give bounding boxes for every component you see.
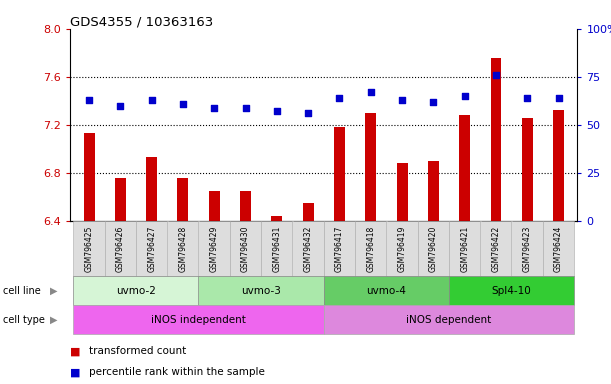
Text: iNOS dependent: iNOS dependent [406,314,492,325]
Bar [146,157,157,221]
Point [335,95,345,101]
Point [178,101,188,107]
Text: uvmo-2: uvmo-2 [116,286,156,296]
Text: ■: ■ [70,346,81,356]
Point [115,103,125,109]
Bar [491,58,502,221]
Bar [240,191,251,221]
Text: GSM796422: GSM796422 [491,225,500,272]
Text: GSM796428: GSM796428 [178,225,188,272]
Bar [302,203,313,221]
Point [147,97,156,103]
Point [84,97,94,103]
Text: GSM796426: GSM796426 [116,225,125,272]
Text: uvmo-3: uvmo-3 [241,286,281,296]
Point [241,104,251,111]
Text: GSM796427: GSM796427 [147,225,156,272]
Bar [522,118,533,221]
Text: Spl4-10: Spl4-10 [492,286,532,296]
Text: GSM796432: GSM796432 [304,225,313,272]
Text: cell line: cell line [3,286,41,296]
Text: GSM796424: GSM796424 [554,225,563,272]
Point [210,104,219,111]
Point [272,108,282,114]
Bar [115,177,126,221]
Bar [459,115,470,221]
Text: cell type: cell type [3,314,45,325]
Text: ▶: ▶ [50,314,57,325]
Text: GDS4355 / 10363163: GDS4355 / 10363163 [70,15,213,28]
Text: GSM796423: GSM796423 [523,225,532,272]
Bar [334,127,345,221]
Text: percentile rank within the sample: percentile rank within the sample [89,367,265,377]
Point [397,97,407,103]
Point [303,110,313,116]
Text: ▶: ▶ [50,286,57,296]
Text: ■: ■ [70,367,81,377]
Bar [177,177,188,221]
Text: GSM796418: GSM796418 [366,225,375,272]
Text: GSM796421: GSM796421 [460,225,469,272]
Bar [553,110,564,221]
Text: GSM796431: GSM796431 [273,225,282,272]
Text: GSM796425: GSM796425 [84,225,93,272]
Point [428,99,438,105]
Text: GSM796430: GSM796430 [241,225,250,272]
Bar [365,113,376,221]
Text: uvmo-4: uvmo-4 [367,286,406,296]
Bar [271,216,282,221]
Bar [428,161,439,221]
Point [554,95,563,101]
Bar [209,191,220,221]
Point [366,89,376,95]
Text: iNOS independent: iNOS independent [151,314,246,325]
Text: GSM796420: GSM796420 [429,225,438,272]
Point [522,95,532,101]
Text: transformed count: transformed count [89,346,186,356]
Text: GSM796419: GSM796419 [398,225,406,272]
Text: GSM796429: GSM796429 [210,225,219,272]
Bar [397,163,408,221]
Point [460,93,470,99]
Bar [84,133,95,221]
Text: GSM796417: GSM796417 [335,225,344,272]
Point [491,72,501,78]
